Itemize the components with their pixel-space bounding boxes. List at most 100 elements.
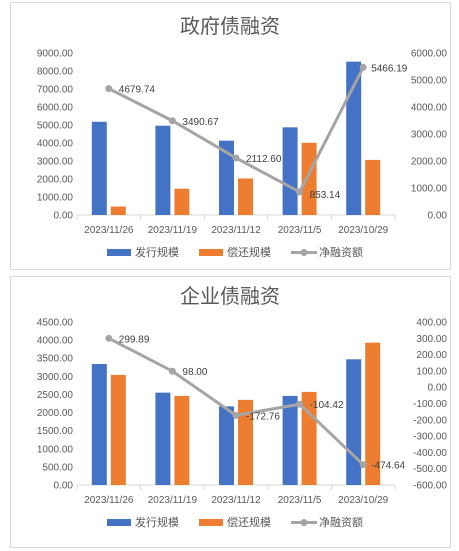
- data-label: 5466.19: [371, 63, 408, 74]
- right-axis-tick-label: -500.00: [413, 464, 447, 475]
- bar-issuance: [219, 140, 234, 215]
- net-financing-point: [105, 334, 113, 342]
- left-axis-tick-label: 2500.00: [37, 390, 74, 401]
- right-axis-tick-label: 5000.00: [411, 76, 448, 87]
- right-axis-tick-label: 400.00: [416, 318, 447, 329]
- right-axis-tick-label: 6000.00: [411, 49, 448, 60]
- data-label: -474.64: [371, 461, 405, 472]
- net-financing-point: [359, 63, 367, 71]
- left-axis-tick-label: 1500.00: [37, 426, 74, 437]
- left-axis-tick-label: 0.00: [54, 211, 74, 222]
- legend-swatch-marker: [300, 249, 308, 256]
- right-axis-tick-label: 3000.00: [411, 130, 448, 141]
- net-financing-point: [168, 367, 176, 375]
- category-label: 2023/11/5: [278, 495, 322, 506]
- bar-repayment: [365, 159, 381, 215]
- category-label: 2023/10/29: [338, 495, 388, 506]
- bar-repayment: [174, 188, 190, 215]
- bar-repayment: [238, 399, 253, 485]
- right-axis-tick-label: 200.00: [416, 350, 447, 361]
- chart-title: 企业债融资: [180, 284, 280, 308]
- left-axis-tick-label: 9000.00: [37, 49, 74, 60]
- chart-government-bond-financing: 政府债融资 0.00 1000.00 2000.00 3000.00 4000.00 500…: [37, 14, 448, 259]
- left-axis-tick-label: 6000.00: [37, 103, 74, 114]
- chart-corporate-bond-financing: 企业债融资 0.00 500.00 1000.00 1500.00 2000.00 2500…: [37, 284, 448, 529]
- right-axis-tick-label: -100.00: [413, 399, 447, 410]
- bar-issuance: [346, 61, 362, 215]
- net-financing-point: [296, 188, 304, 196]
- data-label: 98.00: [182, 367, 207, 378]
- legend: 发行规模 偿还规模 净融资额: [107, 515, 363, 529]
- data-label: 3490.67: [182, 117, 219, 128]
- chart-panel-government-bonds: 政府债融资 0.00 1000.00 2000.00 3000.00 4000.00 500…: [10, 2, 451, 270]
- data-label: 853.14: [310, 190, 341, 201]
- net-financing-point: [232, 411, 240, 419]
- category-label: 2023/11/19: [148, 495, 198, 506]
- legend: 发行规模 偿还规模 净融资额: [107, 245, 363, 259]
- right-axis-tick-label: 0.00: [428, 383, 448, 394]
- bar-repayment: [174, 395, 190, 485]
- bar-issuance: [282, 395, 298, 485]
- left-axis-tick-label: 2000.00: [37, 175, 74, 186]
- left-axis-tick-label: 8000.00: [37, 67, 74, 78]
- left-axis-tick-label: 500.00: [42, 462, 73, 473]
- category-label: 2023/11/5: [278, 225, 322, 236]
- net-financing-point: [296, 400, 304, 408]
- right-axis-tick-label: 100.00: [416, 366, 447, 377]
- bar-repayment: [110, 374, 126, 485]
- data-label: -104.42: [310, 400, 344, 411]
- legend-label: 净融资额: [319, 245, 363, 259]
- net-financing-point: [359, 461, 367, 469]
- bar-issuance: [91, 121, 107, 215]
- legend-label: 净融资额: [319, 515, 363, 529]
- legend-swatch: [107, 519, 131, 526]
- right-axis-tick-label: 1000.00: [411, 184, 448, 195]
- right-axis-tick-label: -300.00: [413, 432, 447, 443]
- legend-label: 发行规模: [135, 515, 179, 529]
- category-label: 2023/10/29: [338, 225, 388, 236]
- left-axis-tick-label: 3000.00: [37, 372, 74, 383]
- left-axis-tick-label: 3500.00: [37, 354, 74, 365]
- bar-issuance: [155, 125, 171, 215]
- net-financing-point: [105, 85, 113, 93]
- left-axis-tick-label: 5000.00: [37, 121, 74, 132]
- legend-label: 偿还规模: [227, 245, 271, 259]
- right-axis-tick-label: -200.00: [413, 415, 447, 426]
- left-axis-tick-label: 3000.00: [37, 157, 74, 168]
- left-axis-tick-label: 7000.00: [37, 85, 74, 96]
- bar-issuance: [282, 127, 298, 215]
- bar-repayment: [301, 142, 317, 215]
- category-label: 2023/11/19: [148, 225, 198, 236]
- bar-issuance: [346, 359, 362, 485]
- data-label: -172.76: [246, 411, 280, 422]
- right-axis-tick-label: 0.00: [428, 211, 448, 222]
- net-financing-point: [168, 117, 176, 125]
- legend-swatch: [199, 249, 223, 256]
- legend-label: 发行规模: [135, 245, 179, 259]
- bar-issuance: [155, 392, 171, 485]
- data-label: 2112.60: [246, 154, 282, 165]
- legend-swatch: [107, 249, 131, 256]
- right-axis-tick-label: -400.00: [413, 448, 447, 459]
- left-axis-tick-label: 4000.00: [37, 336, 74, 347]
- chart-panel-corporate-bonds: 企业债融资 0.00 500.00 1000.00 1500.00 2000.00 2500…: [10, 276, 451, 548]
- legend-label: 偿还规模: [227, 515, 271, 529]
- legend-swatch: [199, 519, 223, 526]
- net-financing-point: [232, 154, 240, 162]
- bar-repayment: [110, 206, 126, 215]
- category-label: 2023/11/12: [211, 495, 261, 506]
- category-label: 2023/11/12: [211, 225, 261, 236]
- right-axis-tick-label: 300.00: [416, 334, 447, 345]
- data-label: 299.89: [119, 334, 150, 345]
- right-axis-tick-label: -600.00: [413, 481, 447, 492]
- category-label: 2023/11/26: [84, 225, 134, 236]
- right-axis-tick-label: 2000.00: [411, 157, 448, 168]
- right-axis-tick-label: 4000.00: [411, 103, 448, 114]
- left-axis-tick-label: 4500.00: [37, 318, 74, 329]
- left-axis-tick-label: 1000.00: [37, 193, 74, 204]
- left-axis-tick-label: 2000.00: [37, 408, 74, 419]
- left-axis-tick-label: 1000.00: [37, 444, 74, 455]
- left-axis-tick-label: 4000.00: [37, 139, 74, 150]
- bar-repayment: [365, 342, 381, 485]
- bar-issuance: [91, 364, 107, 485]
